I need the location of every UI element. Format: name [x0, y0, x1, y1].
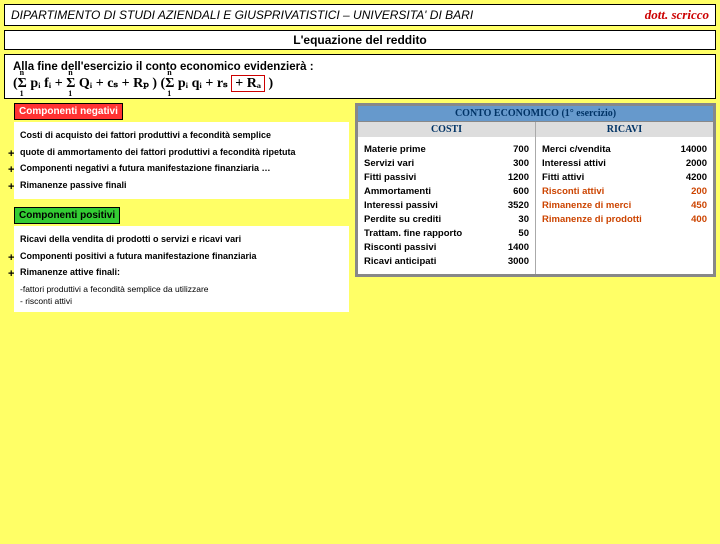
row-value: 1200: [508, 172, 529, 183]
table-row: Interessi passivi 3520: [364, 200, 529, 211]
positive-item: Componenti positivi a futura manifestazi…: [20, 250, 343, 264]
row-label: Interessi passivi: [364, 200, 438, 211]
row-label: Risconti passivi: [364, 242, 436, 253]
page-subtitle: L'equazione del reddito: [4, 30, 716, 50]
row-value: 50: [518, 228, 529, 239]
row-value: 3520: [508, 200, 529, 211]
row-label: Interessi attivi: [542, 158, 606, 169]
row-value: 14000: [681, 144, 707, 155]
negative-item: Componenti negativi a futura manifestazi…: [20, 162, 343, 176]
table-row: Trattam. fine rapporto 50: [364, 228, 529, 239]
table-body: Materie prime 700 Servizi vari 300 Fitti pas…: [358, 137, 713, 274]
row-value: 2000: [686, 158, 707, 169]
header-bar: DIPARTIMENTO DI STUDI AZIENDALI E GIUSPR…: [4, 4, 716, 26]
row-value: 600: [513, 186, 529, 197]
table-row: Merci c/vendita 14000: [542, 144, 707, 155]
head-costi: COSTI: [358, 122, 536, 137]
table-row: Perdite su crediti 30: [364, 214, 529, 225]
negative-label: Componenti negativi: [14, 103, 123, 120]
ricavi-col: Merci c/vendita 14000 Interessi attivi 2000…: [536, 137, 713, 274]
table-row: Risconti passivi 1400: [364, 242, 529, 253]
row-label: Trattam. fine rapporto: [364, 228, 462, 239]
row-value: 400: [691, 214, 707, 225]
ra-highlight: + Rₐ: [231, 75, 265, 92]
negative-item: Rimanenze passive finali: [20, 179, 343, 193]
table-row: Rimanenze di prodotti 400: [542, 214, 707, 225]
table-row: Fitti attivi 4200: [542, 172, 707, 183]
conto-table: CONTO ECONOMICO (1° esercizio) COSTI RIC…: [355, 103, 716, 277]
positive-item: Ricavi della vendita di prodotti o servi…: [20, 233, 343, 247]
components-column: Componenti negativi Costi di acquisto de…: [14, 103, 349, 312]
row-label: Rimanenze di prodotti: [542, 214, 642, 225]
negative-item: Costi di acquisto dei fattori produttivi…: [20, 129, 343, 143]
table-title: CONTO ECONOMICO (1° esercizio): [358, 106, 713, 122]
row-value: 30: [518, 214, 529, 225]
table-row: Ammortamenti 600: [364, 186, 529, 197]
row-label: Ricavi anticipati: [364, 256, 436, 267]
row-value: 700: [513, 144, 529, 155]
row-value: 3000: [508, 256, 529, 267]
table-head: COSTI RICAVI: [358, 122, 713, 137]
row-value: 1400: [508, 242, 529, 253]
row-label: Materie prime: [364, 144, 426, 155]
table-column: CONTO ECONOMICO (1° esercizio) COSTI RIC…: [355, 103, 716, 312]
table-row: Ricavi anticipati 3000: [364, 256, 529, 267]
row-value: 200: [691, 186, 707, 197]
row-label: Rimanenze di merci: [542, 200, 631, 211]
row-label: Fitti passivi: [364, 172, 416, 183]
head-ricavi: RICAVI: [536, 122, 713, 137]
negative-list: Costi di acquisto dei fattori produttivi…: [14, 122, 349, 199]
table-row: Fitti passivi 1200: [364, 172, 529, 183]
row-label: Servizi vari: [364, 158, 414, 169]
content-row: Componenti negativi Costi di acquisto de…: [4, 103, 716, 312]
table-row: Interessi attivi 2000: [542, 158, 707, 169]
negative-item: quote di ammortamento dei fattori produt…: [20, 146, 343, 160]
table-row: Risconti attivi 200: [542, 186, 707, 197]
positive-subnote: -fattori produttivi a fecondità semplice…: [20, 283, 343, 309]
author-name: dott. scricco: [645, 7, 709, 23]
formula-expression: (nΣ1 pᵢ fᵢ + nΣ1 Qᵢ + cₛ + Rₚ ) (nΣ1 pᵢ …: [13, 75, 707, 92]
table-row: Rimanenze di merci 450: [542, 200, 707, 211]
row-value: 4200: [686, 172, 707, 183]
row-value: 300: [513, 158, 529, 169]
row-value: 450: [691, 200, 707, 211]
row-label: Fitti attivi: [542, 172, 584, 183]
row-label: Merci c/vendita: [542, 144, 611, 155]
positive-label: Componenti positivi: [14, 207, 120, 224]
table-row: Servizi vari 300: [364, 158, 529, 169]
costi-col: Materie prime 700 Servizi vari 300 Fitti pas…: [358, 137, 536, 274]
formula-box: Alla fine dell'esercizio il conto econom…: [4, 54, 716, 99]
formula-intro: Alla fine dell'esercizio il conto econom…: [13, 61, 707, 73]
row-label: Perdite su crediti: [364, 214, 441, 225]
row-label: Ammortamenti: [364, 186, 431, 197]
positive-item: Rimanenze attive finali:: [20, 266, 343, 280]
table-row: Materie prime 700: [364, 144, 529, 155]
dept-title: DIPARTIMENTO DI STUDI AZIENDALI E GIUSPR…: [11, 8, 473, 22]
positive-list: Ricavi della vendita di prodotti o servi…: [14, 226, 349, 312]
row-label: Risconti attivi: [542, 186, 604, 197]
